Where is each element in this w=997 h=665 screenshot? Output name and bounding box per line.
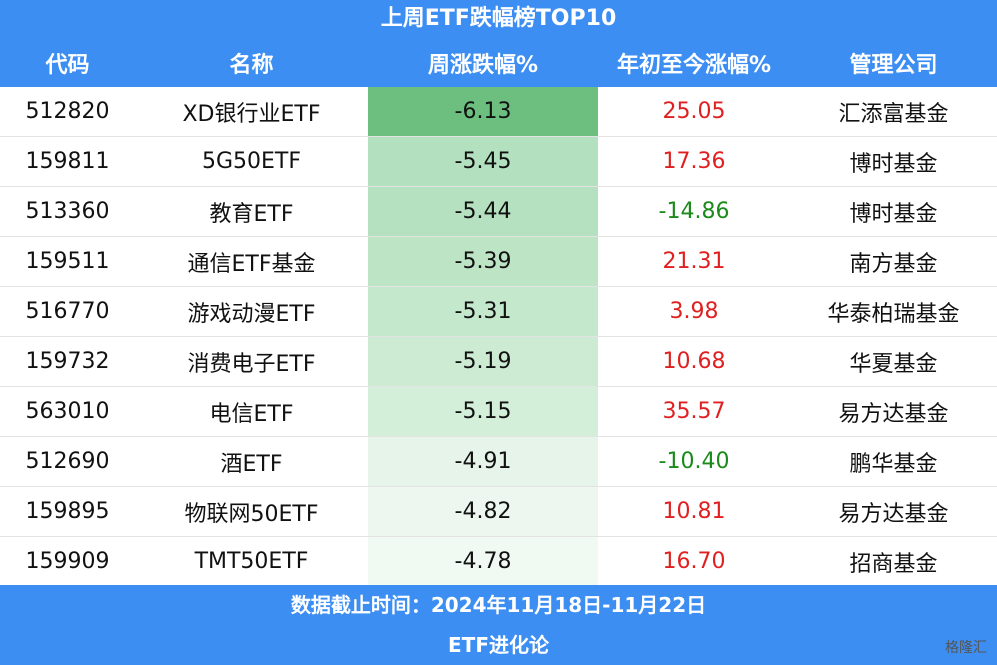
cell: 南方基金 <box>790 236 997 287</box>
column-header: 年初至今涨幅% <box>598 38 790 87</box>
table-row: 159895 物联网50ETF -4.82 10.81 易方达基金 <box>0 486 997 537</box>
cell: 159811 <box>0 136 135 187</box>
cell: -5.44 <box>368 186 598 237</box>
cell: 教育ETF <box>135 186 368 237</box>
table-row: 513360 教育ETF -5.44 -14.86 博时基金 <box>0 186 997 237</box>
table-row: 159909 TMT50ETF -4.78 16.70 招商基金 <box>0 536 997 587</box>
cell: 159895 <box>0 486 135 537</box>
column-header: 名称 <box>135 38 368 87</box>
cell: -5.45 <box>368 136 598 187</box>
cell: 25.05 <box>598 87 790 137</box>
cell: 512820 <box>0 87 135 137</box>
cell: 159511 <box>0 236 135 287</box>
table-row: 516770 游戏动漫ETF -5.31 3.98 华泰柏瑞基金 <box>0 286 997 337</box>
cell: 招商基金 <box>790 536 997 587</box>
cell: TMT50ETF <box>135 536 368 587</box>
table-row: 159511 通信ETF基金 -5.39 21.31 南方基金 <box>0 236 997 287</box>
cell: 汇添富基金 <box>790 87 997 137</box>
cell: 10.81 <box>598 486 790 537</box>
cell: 游戏动漫ETF <box>135 286 368 337</box>
cell: 博时基金 <box>790 186 997 237</box>
column-header: 管理公司 <box>790 38 997 87</box>
cell: 3.98 <box>598 286 790 337</box>
table-row: 563010 电信ETF -5.15 35.57 易方达基金 <box>0 386 997 437</box>
table-row: 512820 XD银行业ETF -6.13 25.05 汇添富基金 <box>0 87 997 137</box>
column-header: 周涨跌幅% <box>368 38 598 87</box>
cell: -5.15 <box>368 386 598 437</box>
cell: -10.40 <box>598 436 790 487</box>
cell: 博时基金 <box>790 136 997 187</box>
cell: 鹏华基金 <box>790 436 997 487</box>
cell: 159909 <box>0 536 135 587</box>
column-header: 代码 <box>0 38 135 87</box>
cell: 易方达基金 <box>790 386 997 437</box>
cell: -4.78 <box>368 536 598 587</box>
footer: 数据截止时间：2024年11月18日-11月22日 ETF进化论 格隆汇 <box>0 585 997 665</box>
cell: 酒ETF <box>135 436 368 487</box>
cell: -5.19 <box>368 336 598 387</box>
cell: -5.39 <box>368 236 598 287</box>
header-row: 代码 名称 周涨跌幅% 年初至今涨幅% 管理公司 <box>0 38 997 87</box>
cell: 物联网50ETF <box>135 486 368 537</box>
cell: 消费电子ETF <box>135 336 368 387</box>
footer-source: ETF进化论 <box>448 633 549 657</box>
cell: 512690 <box>0 436 135 487</box>
cell: 17.36 <box>598 136 790 187</box>
cell: 35.57 <box>598 386 790 437</box>
cell: 华夏基金 <box>790 336 997 387</box>
table: 代码 名称 周涨跌幅% 年初至今涨幅% 管理公司 512820 XD银行业ETF -6.13… <box>0 38 997 587</box>
table-body: 512820 XD银行业ETF -6.13 25.05 汇添富基金 159811 5G50E… <box>0 87 997 587</box>
cell: -14.86 <box>598 186 790 237</box>
cell: 21.31 <box>598 236 790 287</box>
cell: -6.13 <box>368 87 598 137</box>
table-row: 159732 消费电子ETF -5.19 10.68 华夏基金 <box>0 336 997 387</box>
cell: -5.31 <box>368 286 598 337</box>
cell: 10.68 <box>598 336 790 387</box>
cell: -4.82 <box>368 486 598 537</box>
cell: 16.70 <box>598 536 790 587</box>
cell: -4.91 <box>368 436 598 487</box>
cell: 563010 <box>0 386 135 437</box>
cell: 通信ETF基金 <box>135 236 368 287</box>
footer-date: 数据截止时间：2024年11月18日-11月22日 <box>290 593 707 617</box>
watermark: 格隆汇 <box>945 640 987 656</box>
cell: 易方达基金 <box>790 486 997 537</box>
title: 上周ETF跌幅榜TOP10 <box>0 0 997 38</box>
table-row: 512690 酒ETF -4.91 -10.40 鹏华基金 <box>0 436 997 487</box>
cell: XD银行业ETF <box>135 87 368 137</box>
table-row: 159811 5G50ETF -5.45 17.36 博时基金 <box>0 136 997 187</box>
cell: 5G50ETF <box>135 136 368 187</box>
cell: 华泰柏瑞基金 <box>790 286 997 337</box>
cell: 513360 <box>0 186 135 237</box>
cell: 电信ETF <box>135 386 368 437</box>
cell: 516770 <box>0 286 135 337</box>
cell: 159732 <box>0 336 135 387</box>
